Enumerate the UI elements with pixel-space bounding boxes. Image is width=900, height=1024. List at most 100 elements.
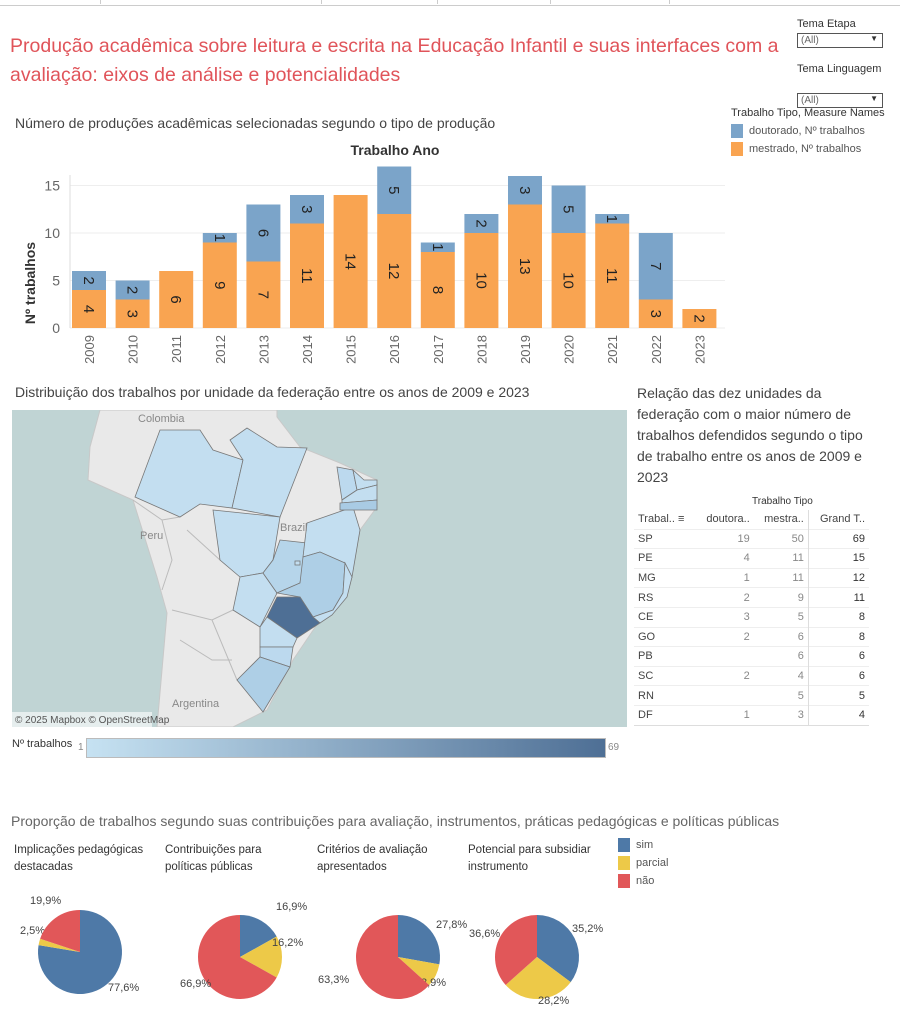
state-ms[interactable]	[232, 572, 278, 628]
pie-slice-sim[interactable]	[398, 915, 441, 965]
bar-value-label: 13	[516, 258, 533, 275]
legend-item-parcial[interactable]: parcial	[618, 856, 668, 870]
legend-label: doutorado, Nº trabalhos	[749, 125, 865, 137]
pie-slice-nao[interactable]	[40, 910, 80, 952]
pie-value-label: 66,9%	[180, 978, 211, 990]
col-header-mestrado[interactable]: mestra..	[764, 513, 804, 526]
bar-value-label: 10	[560, 272, 577, 289]
bar-mestrado[interactable]	[595, 223, 630, 329]
cell-uf: CE	[638, 611, 654, 624]
bar-mestrado[interactable]	[115, 299, 150, 329]
bar-mestrado[interactable]	[508, 204, 542, 329]
bar-mestrado[interactable]	[246, 261, 281, 329]
bar-mestrado[interactable]	[202, 242, 237, 329]
cell-grand-total: 5	[807, 685, 869, 706]
sort-icon[interactable]: ≡	[677, 513, 685, 526]
bar-doutorado[interactable]	[202, 233, 237, 243]
bar-mestrado[interactable]	[420, 252, 455, 328]
pie-slice-sim[interactable]	[537, 915, 580, 983]
bar-mestrado[interactable]	[290, 223, 324, 329]
bar-value-label: 2	[80, 276, 97, 284]
bar-value-label: 1	[429, 243, 446, 251]
filter-tema-etapa-dropdown[interactable]: (All) ▼	[797, 33, 883, 48]
x-tick-label: 2011	[169, 335, 184, 363]
bar-doutorado[interactable]	[246, 204, 281, 262]
bar-mestrado[interactable]	[551, 233, 586, 328]
bar-doutorado[interactable]	[377, 166, 412, 215]
pies-title: Proporção de trabalhos segundo suas cont…	[11, 813, 780, 829]
col-header-uf[interactable]: Trabal.. ≡	[634, 510, 696, 529]
legend-item-sim[interactable]: sim	[618, 838, 668, 852]
table-row[interactable]: CE 3 5 8	[634, 607, 869, 628]
cell-doutorado: 1	[743, 709, 750, 722]
cell-uf: RS	[638, 591, 654, 604]
pie-slice-parcial[interactable]	[240, 936, 282, 978]
cell-mestrado: 11	[792, 572, 804, 585]
map-legend-title: Nº trabalhos	[12, 738, 73, 750]
table-row[interactable]: RN 5 5	[634, 685, 869, 706]
cell-mestrado: 5	[797, 611, 804, 624]
legend-item-nao[interactable]: não	[618, 874, 668, 888]
tab[interactable]	[551, 0, 670, 4]
pie-value-label: 35,2%	[572, 923, 603, 935]
bar-mestrado[interactable]	[72, 290, 106, 328]
map-attribution[interactable]: © 2025 Mapbox © OpenStreetMap	[15, 715, 170, 726]
bar-doutorado[interactable]	[420, 242, 455, 253]
pie-slice-sim[interactable]	[240, 915, 277, 957]
table-row[interactable]: RS 2 9 11	[634, 587, 869, 608]
table-row[interactable]: SC 2 4 6	[634, 666, 869, 686]
col-header-grand-total[interactable]: Grand T..	[807, 510, 869, 530]
pie-slice-parcial[interactable]	[505, 957, 571, 1000]
bar-mestrado[interactable]	[377, 214, 412, 328]
state-rn-pb[interactable]	[352, 468, 378, 491]
table-row[interactable]: PE 4 11 15	[634, 548, 869, 569]
pie-slice-nao[interactable]	[495, 915, 537, 985]
state-pa[interactable]	[229, 427, 308, 518]
legend-item-doutorado[interactable]: doutorado, Nº trabalhos	[731, 124, 885, 138]
bar-mestrado[interactable]	[333, 195, 368, 328]
pie-slice-nao[interactable]	[356, 915, 430, 999]
bar-doutorado[interactable]	[595, 214, 630, 224]
bar-doutorado[interactable]	[508, 176, 542, 205]
pie-slice-nao[interactable]	[198, 915, 277, 999]
bar-doutorado[interactable]	[638, 233, 673, 300]
table-group-header: Trabalho Tipo	[752, 496, 813, 507]
pie-slice-parcial[interactable]	[398, 957, 440, 986]
state-rs[interactable]	[236, 656, 291, 713]
legend-swatch	[618, 874, 630, 888]
bar-mestrado[interactable]	[682, 309, 717, 328]
tab[interactable]	[0, 0, 101, 4]
state-pe[interactable]	[339, 499, 378, 511]
table-row[interactable]: MG 1 11 12	[634, 568, 869, 588]
bar-doutorado[interactable]	[290, 195, 324, 224]
table-row[interactable]: SP 19 50 69	[634, 529, 869, 549]
bar-mestrado[interactable]	[638, 299, 673, 329]
bar-doutorado[interactable]	[115, 280, 150, 300]
bar-doutorado[interactable]	[551, 185, 586, 234]
cell-uf: RN	[638, 689, 654, 702]
tab[interactable]	[438, 0, 551, 4]
filter-tema-linguagem-dropdown[interactable]: (All) ▼	[797, 93, 883, 108]
table-row[interactable]: PB 6 6	[634, 646, 869, 667]
state-df[interactable]	[294, 560, 301, 566]
table-row[interactable]: GO 2 6 8	[634, 627, 869, 647]
state-pr[interactable]	[259, 616, 298, 648]
tab[interactable]	[322, 0, 438, 4]
bar-doutorado[interactable]	[464, 214, 499, 233]
legend-item-mestrado[interactable]: mestrado, Nº trabalhos	[731, 142, 885, 156]
cell-uf: PE	[638, 552, 653, 565]
cell-grand-total: 6	[807, 646, 869, 667]
col-header-doutorado[interactable]: doutora..	[706, 513, 750, 526]
bar-mestrado[interactable]	[159, 271, 194, 328]
pie-title-1: Implicações pedagógicas destacadas	[14, 844, 144, 873]
bar-mestrado[interactable]	[464, 233, 499, 328]
map[interactable]: Colombia Peru Brazil Argentina © 2025 Ma…	[12, 410, 627, 727]
pie-legend: sim parcial não	[618, 838, 668, 892]
x-tick-label: 2014	[300, 335, 315, 364]
y-tick-label: 0	[52, 320, 60, 336]
bar-value-label: 3	[298, 205, 315, 213]
bar-doutorado[interactable]	[72, 271, 106, 290]
table-row[interactable]: DF 1 3 4	[634, 705, 869, 726]
tab[interactable]	[101, 0, 322, 4]
pie-slice-parcial[interactable]	[38, 938, 80, 952]
